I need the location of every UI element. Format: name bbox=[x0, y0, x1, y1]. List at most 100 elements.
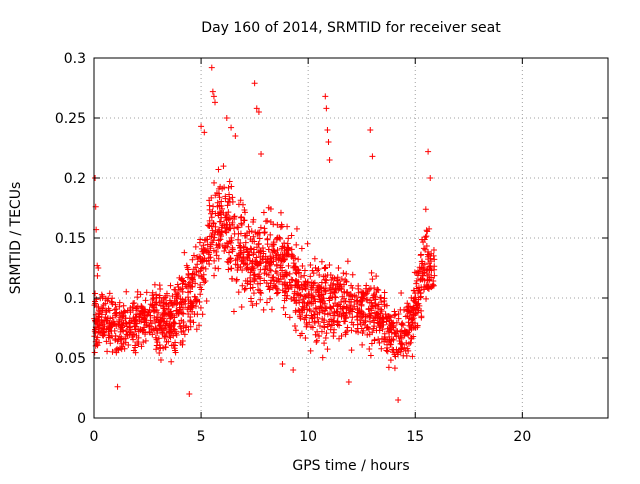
data-point bbox=[371, 323, 378, 330]
data-point bbox=[376, 324, 383, 331]
data-point bbox=[301, 281, 308, 288]
data-point bbox=[286, 279, 293, 286]
data-point bbox=[308, 312, 315, 319]
data-point bbox=[116, 318, 123, 325]
data-point bbox=[186, 391, 193, 397]
data-point bbox=[260, 248, 267, 255]
data-point bbox=[163, 300, 170, 307]
data-point bbox=[281, 240, 288, 247]
data-point bbox=[152, 318, 159, 325]
data-point bbox=[371, 337, 378, 344]
data-point bbox=[331, 275, 338, 282]
data-point bbox=[247, 269, 254, 276]
data-point bbox=[165, 306, 172, 313]
data-point bbox=[418, 313, 425, 320]
data-point bbox=[319, 315, 326, 322]
data-point bbox=[366, 345, 373, 352]
data-point bbox=[134, 338, 141, 345]
data-point bbox=[312, 331, 319, 338]
data-point bbox=[414, 322, 421, 329]
data-point bbox=[305, 294, 312, 301]
data-point bbox=[181, 331, 188, 338]
y-tick-label: 0.3 bbox=[64, 51, 86, 67]
data-point bbox=[371, 317, 378, 324]
data-point bbox=[342, 331, 349, 338]
data-point bbox=[315, 286, 322, 293]
data-point bbox=[141, 319, 148, 326]
data-point bbox=[151, 281, 158, 288]
data-point bbox=[116, 333, 123, 340]
data-point bbox=[135, 313, 142, 320]
data-point bbox=[132, 344, 139, 351]
data-point bbox=[229, 194, 236, 201]
data-point bbox=[129, 333, 136, 340]
data-point bbox=[294, 284, 301, 291]
data-point bbox=[225, 240, 232, 247]
data-point bbox=[381, 338, 388, 345]
y-tick-label: 0.05 bbox=[55, 351, 86, 367]
data-point bbox=[211, 179, 218, 186]
data-point bbox=[277, 262, 284, 269]
data-point bbox=[187, 323, 194, 330]
data-point bbox=[247, 278, 254, 285]
data-point bbox=[340, 303, 347, 310]
data-point bbox=[302, 335, 309, 342]
data-point bbox=[167, 282, 174, 289]
data-point bbox=[207, 254, 214, 261]
data-point bbox=[289, 252, 296, 259]
data-point bbox=[201, 129, 208, 136]
data-point bbox=[404, 312, 411, 319]
data-point bbox=[403, 339, 410, 346]
data-point bbox=[197, 304, 204, 311]
data-point bbox=[197, 291, 204, 298]
data-point bbox=[160, 305, 167, 312]
data-point bbox=[238, 220, 245, 227]
data-point bbox=[349, 306, 356, 313]
data-point bbox=[237, 251, 244, 258]
data-point bbox=[355, 282, 362, 289]
data-point bbox=[279, 273, 286, 280]
data-point bbox=[292, 269, 299, 276]
data-point bbox=[250, 249, 257, 256]
data-point bbox=[179, 296, 186, 303]
data-point bbox=[302, 293, 309, 300]
data-point bbox=[204, 222, 211, 229]
data-point bbox=[241, 209, 248, 216]
data-point bbox=[123, 288, 130, 295]
data-point bbox=[127, 307, 134, 314]
data-point bbox=[169, 293, 176, 300]
data-point bbox=[392, 311, 399, 318]
data-point bbox=[223, 214, 230, 221]
data-point bbox=[270, 274, 277, 281]
data-point bbox=[193, 296, 200, 303]
data-point bbox=[120, 302, 127, 309]
data-point bbox=[313, 338, 320, 345]
data-point bbox=[365, 326, 372, 333]
data-point bbox=[368, 299, 375, 306]
data-point bbox=[412, 290, 419, 297]
data-point bbox=[242, 239, 249, 246]
data-point bbox=[430, 247, 437, 254]
data-point bbox=[298, 330, 305, 337]
data-point bbox=[226, 178, 233, 185]
data-point bbox=[177, 323, 184, 330]
data-point bbox=[273, 252, 280, 259]
data-point bbox=[209, 88, 216, 95]
data-point bbox=[216, 226, 223, 233]
data-point bbox=[123, 328, 130, 335]
data-point bbox=[324, 323, 331, 330]
data-point bbox=[275, 257, 282, 264]
data-point bbox=[199, 275, 206, 282]
data-point bbox=[293, 225, 300, 232]
data-point bbox=[142, 337, 149, 344]
data-point bbox=[413, 277, 420, 284]
data-point bbox=[91, 328, 98, 335]
data-point bbox=[423, 243, 430, 250]
data-point bbox=[122, 309, 129, 316]
data-point bbox=[216, 194, 223, 201]
data-point bbox=[178, 301, 185, 308]
data-point bbox=[209, 227, 216, 234]
data-point bbox=[218, 214, 225, 221]
data-point bbox=[334, 277, 341, 284]
data-point bbox=[398, 335, 405, 342]
